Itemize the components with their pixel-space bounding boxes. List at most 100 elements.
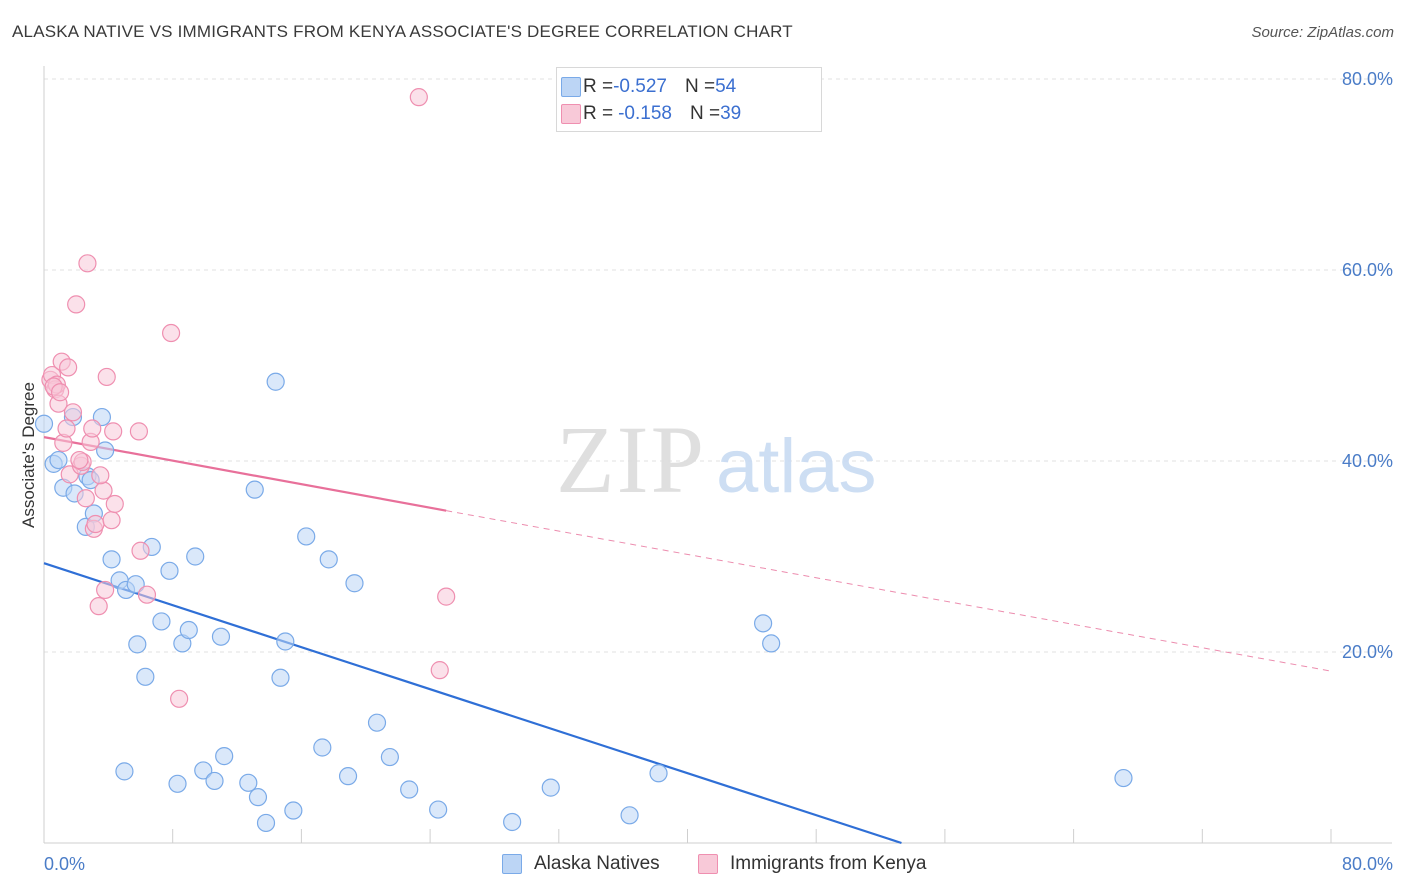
data-points — [34, 88, 1133, 833]
data-point — [541, 778, 560, 797]
data-point — [205, 771, 224, 791]
data-point — [429, 800, 448, 819]
data-point — [102, 511, 121, 530]
data-point — [104, 422, 123, 441]
legend-row-alaska: R = -0.527 N = 54 — [561, 74, 737, 100]
data-point — [105, 494, 124, 514]
data-point — [313, 738, 332, 757]
data-point — [76, 489, 95, 508]
data-point — [136, 667, 155, 686]
data-point — [179, 620, 198, 640]
data-point — [131, 541, 150, 560]
data-point — [194, 761, 213, 780]
data-point — [400, 780, 419, 799]
data-point — [168, 774, 187, 793]
x-tick-labels: 0.0% 80.0% — [44, 854, 1393, 874]
data-point — [620, 806, 639, 825]
data-point — [128, 635, 147, 654]
legend-n-value: 54 — [715, 76, 737, 97]
data-point — [437, 587, 456, 606]
watermark-atlas: atlas — [716, 424, 877, 509]
data-point — [129, 422, 149, 441]
data-point — [297, 527, 316, 546]
data-point — [49, 450, 68, 470]
data-point — [239, 773, 258, 792]
data-point — [89, 597, 108, 616]
y-tick-label: 20.0% — [1342, 642, 1393, 662]
data-point — [70, 450, 89, 470]
legend-row-kenya: R = -0.158 N = 39 — [561, 101, 742, 127]
legend-r-label: R = — [583, 76, 614, 97]
bottom-legend-swatch-kenya — [698, 854, 718, 874]
legend-n-label: N = — [689, 103, 721, 124]
correlation-legend: R = -0.527 N = 54 R = -0.158 N = 39 — [556, 67, 822, 132]
data-point — [160, 561, 179, 580]
data-point — [211, 627, 231, 646]
data-point — [94, 481, 113, 500]
bottom-legend-alaska: Alaska Natives — [502, 851, 660, 877]
x-tick-label: 0.0% — [44, 854, 85, 874]
data-point — [34, 414, 54, 433]
watermark-zip: ZIP — [556, 406, 706, 513]
data-point — [276, 632, 295, 651]
y-tick-label: 80.0% — [1342, 69, 1393, 89]
y-tick-label: 60.0% — [1342, 260, 1393, 280]
data-point — [115, 762, 134, 781]
data-point — [430, 661, 449, 680]
data-point — [59, 358, 78, 377]
y-tick-label: 40.0% — [1342, 451, 1393, 471]
legend-n-label: N = — [684, 76, 716, 97]
data-point — [248, 788, 268, 807]
grid-lines — [44, 78, 1392, 653]
data-point — [96, 580, 115, 600]
data-point — [86, 514, 105, 534]
data-point — [152, 612, 171, 631]
data-point — [83, 419, 102, 438]
data-point — [256, 813, 276, 833]
data-point — [367, 713, 387, 732]
data-point — [409, 88, 428, 107]
data-point — [67, 295, 86, 314]
data-point — [126, 575, 145, 594]
bottom-legend-label-kenya: Immigrants from Kenya — [730, 853, 927, 874]
legend-swatch-kenya — [561, 104, 581, 124]
chart-title: ALASKA NATIVE VS IMMIGRANTS FROM KENYA A… — [12, 22, 793, 41]
data-point — [284, 801, 303, 820]
data-point — [57, 419, 76, 438]
data-point — [50, 383, 70, 402]
data-point — [762, 634, 781, 653]
data-point — [215, 746, 234, 766]
data-point — [137, 585, 157, 604]
data-point — [245, 480, 264, 499]
axes — [43, 66, 1392, 844]
legend-swatch-alaska — [561, 77, 581, 97]
data-point — [319, 550, 338, 569]
data-point — [266, 372, 285, 391]
data-point — [97, 367, 116, 387]
data-point — [91, 466, 110, 485]
data-point — [96, 441, 115, 460]
data-point — [271, 668, 290, 687]
data-point — [186, 547, 205, 566]
data-point — [1114, 768, 1133, 788]
data-point — [161, 323, 181, 343]
data-point — [754, 614, 773, 633]
legend-r-value: -0.527 — [613, 76, 667, 97]
data-point — [338, 767, 358, 786]
watermark: ZIP atlas — [556, 406, 877, 513]
legend-r-label: R = — [583, 103, 614, 124]
bottom-legend-label-alaska: Alaska Natives — [534, 853, 660, 874]
data-point — [345, 574, 364, 593]
bottom-legend-kenya: Immigrants from Kenya — [698, 851, 926, 877]
y-tick-labels: 20.0% 40.0% 60.0% 80.0% — [1342, 69, 1393, 662]
bottom-legend-swatch-alaska — [502, 854, 522, 874]
x-tick-label: 80.0% — [1342, 854, 1393, 874]
data-point — [102, 550, 121, 569]
y-axis-label: Associate's Degree — [19, 382, 38, 528]
data-point — [78, 254, 97, 273]
legend-n-value: 39 — [720, 103, 742, 124]
data-point — [380, 747, 399, 767]
source-label: Source: ZipAtlas.com — [1251, 24, 1394, 41]
trend-line-extension — [446, 510, 1332, 672]
